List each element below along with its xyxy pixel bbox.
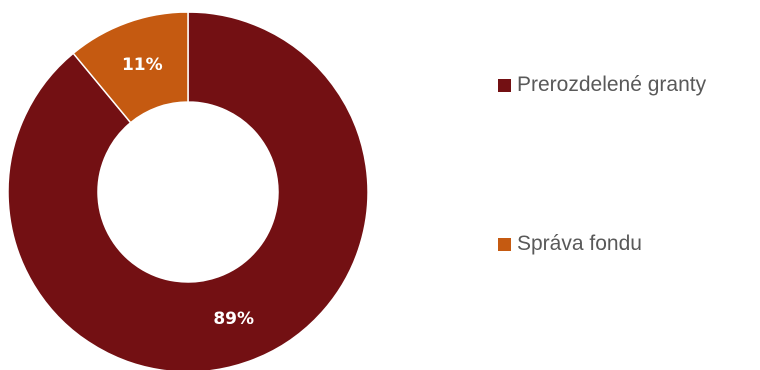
legend-item-sprava-fondu: Správa fondu: [498, 232, 642, 256]
donut-slice-0: [7, 11, 369, 370]
data-label-1: 11%: [122, 55, 163, 75]
legend-label: Prerozdelené granty: [517, 73, 707, 96]
donut-slices: [7, 11, 369, 370]
legend-swatch-prerozdelene-granty: [498, 78, 511, 92]
donut-data-labels: 89% 11%: [122, 55, 254, 329]
data-label-0: 89%: [213, 309, 254, 329]
chart-legend: Prerozdelené granty Správa fondu: [498, 0, 760, 370]
donut-chart: 89% 11%: [7, 11, 369, 370]
donut-slice-1: [72, 11, 189, 124]
legend-item-prerozdelene-granty: Prerozdelené granty: [498, 73, 706, 97]
legend-swatch-sprava-fondu: [498, 237, 511, 251]
legend-label: Správa fondu: [517, 232, 642, 255]
